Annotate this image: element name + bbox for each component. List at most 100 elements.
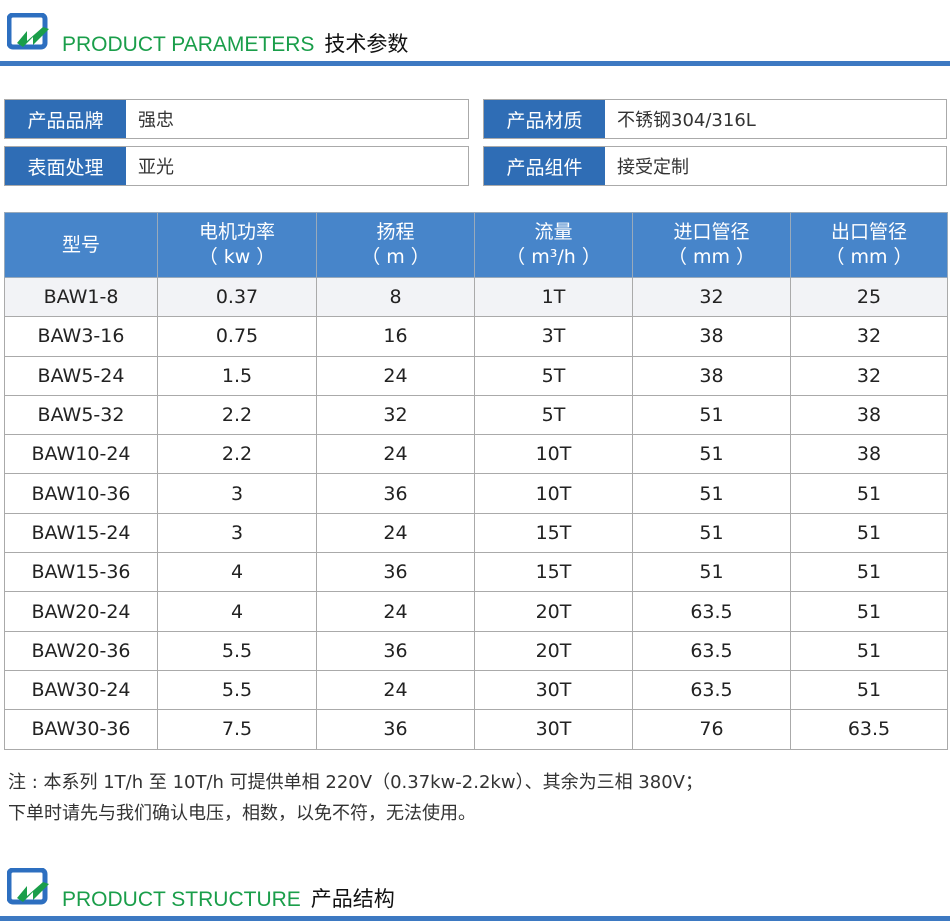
table-cell: 38 [790, 434, 948, 475]
spec-table: 型号 电机功率（ kw ）扬程（ m ）流量（ m³/h ）进口管径（ mm ）出… [4, 212, 948, 750]
table-cell: 7.5 [157, 709, 317, 750]
table-cell: BAW10-36 [4, 473, 158, 514]
section-header-structure: PRODUCT STRUCTURE 产品结构 [0, 855, 950, 921]
table-cell: 51 [632, 512, 791, 554]
table-cell: 5T [474, 355, 633, 396]
table-cell: 30T [474, 669, 633, 711]
table-cell: 63.5 [632, 630, 791, 671]
header-text: 进口管径 [673, 221, 750, 243]
table-cell: 5.5 [157, 630, 317, 671]
info-label: 产品材质 [484, 100, 605, 138]
table-cell: 15T [474, 552, 633, 593]
table-cell: 25 [790, 276, 948, 318]
table-cell: 63.5 [632, 669, 791, 711]
table-row: BAW30-24 5.5 24 30T 63.5 51 [4, 669, 948, 711]
table-row: BAW3-16 0.75 16 3T 38 32 [4, 316, 948, 357]
table-cell: 30T [474, 709, 633, 750]
header-text: （ mm ） [667, 246, 756, 268]
info-label: 表面处理 [5, 147, 126, 185]
note-line-1: 注 : 本系列 1T/h 至 10T/h 可提供单相 220V（0.37kw-2… [8, 772, 703, 793]
table-cell: 20T [474, 591, 633, 632]
table-cell: 0.37 [157, 276, 317, 318]
table-cell: 2.2 [157, 434, 317, 475]
header-text: 电机功率 [198, 221, 275, 243]
table-cell: 32 [790, 355, 948, 396]
divider [0, 61, 950, 66]
info-label: 产品组件 [484, 147, 605, 185]
info-components: 产品组件 接受定制 [483, 146, 947, 186]
table-cell: 24 [316, 434, 475, 475]
header-text: （ m³/h ） [506, 246, 601, 268]
table-cell: 51 [790, 591, 948, 632]
table-cell: 38 [632, 355, 791, 396]
column-header: 流量 （ m³/h ） [474, 212, 633, 278]
table-row: BAW20-36 5.5 36 20T 63.5 51 [4, 630, 948, 671]
section-title-en: PRODUCT STRUCTURE [62, 888, 301, 911]
table-cell: 3T [474, 316, 633, 357]
header-text: 扬程 [376, 221, 415, 243]
table-row: BAW1-8 0.37 8 1T 32 25 [4, 276, 948, 318]
table-row: BAW10-24 2.2 24 10T 51 38 [4, 434, 948, 475]
table-cell: 63.5 [790, 709, 948, 750]
table-cell: 51 [632, 434, 791, 475]
table-cell: 76 [632, 709, 791, 750]
logo-icon [7, 868, 49, 905]
column-header: 扬程 （ m ） [316, 212, 475, 278]
info-value: 接受定制 [617, 157, 689, 178]
table-row: BAW5-24 1.5 24 5T 38 32 [4, 355, 948, 396]
table-cell: BAW10-24 [4, 434, 158, 475]
table-cell: 4 [157, 591, 317, 632]
table-row: BAW15-36 4 36 15T 51 51 [4, 552, 948, 593]
table-cell: 24 [316, 355, 475, 396]
table-cell: 51 [632, 394, 791, 436]
column-header: 型号 [4, 212, 158, 278]
header-text: 流量 [534, 221, 573, 243]
table-cell: 24 [316, 669, 475, 711]
table-row: BAW15-24 3 24 15T 51 51 [4, 512, 948, 554]
table-cell: BAW20-36 [4, 630, 158, 671]
table-cell: 20T [474, 630, 633, 671]
table-cell: 8 [316, 276, 475, 318]
table-cell: BAW1-8 [4, 276, 158, 318]
section-title-en: PRODUCT PARAMETERS [62, 33, 315, 56]
logo-icon [7, 13, 49, 50]
table-cell: 51 [790, 473, 948, 514]
divider [0, 916, 950, 921]
header-text: （ m ） [361, 246, 430, 268]
table-cell: 10T [474, 434, 633, 475]
table-cell: BAW5-24 [4, 355, 158, 396]
table-cell: BAW5-32 [4, 394, 158, 436]
table-cell: 5.5 [157, 669, 317, 711]
table-cell: 3 [157, 473, 317, 514]
table-cell: 32 [632, 276, 791, 318]
note-line-2: 下单时请先与我们确认电压，相数，以免不符，无法使用。 [8, 803, 476, 824]
table-cell: 36 [316, 473, 475, 514]
header-text: 出口管径 [830, 221, 907, 243]
table-cell: 51 [790, 512, 948, 554]
table-cell: 16 [316, 316, 475, 357]
table-cell: 0.75 [157, 316, 317, 357]
table-row: BAW10-36 3 36 10T 51 51 [4, 473, 948, 514]
table-cell: 24 [316, 591, 475, 632]
table-cell: 36 [316, 552, 475, 593]
table-cell: 38 [790, 394, 948, 436]
table-cell: 15T [474, 512, 633, 554]
table-cell: 32 [790, 316, 948, 357]
section-title-cn: 产品结构 [310, 888, 395, 911]
table-cell: 4 [157, 552, 317, 593]
table-row: BAW30-36 7.5 36 30T 76 63.5 [4, 709, 948, 750]
table-cell: 10T [474, 473, 633, 514]
table-cell: 51 [790, 552, 948, 593]
table-cell: 5T [474, 394, 633, 436]
table-cell: BAW3-16 [4, 316, 158, 357]
table-cell: 3 [157, 512, 317, 554]
section-title-cn: 技术参数 [324, 33, 409, 56]
info-value: 不锈钢304/316L [617, 110, 756, 131]
table-cell: BAW30-36 [4, 709, 158, 750]
table-cell: 63.5 [632, 591, 791, 632]
info-surface: 表面处理 亚光 [4, 146, 469, 186]
table-cell: 51 [632, 552, 791, 593]
info-value: 强忠 [138, 110, 174, 131]
info-label: 产品品牌 [5, 100, 126, 138]
column-header: 出口管径 （ mm ） [790, 212, 948, 278]
